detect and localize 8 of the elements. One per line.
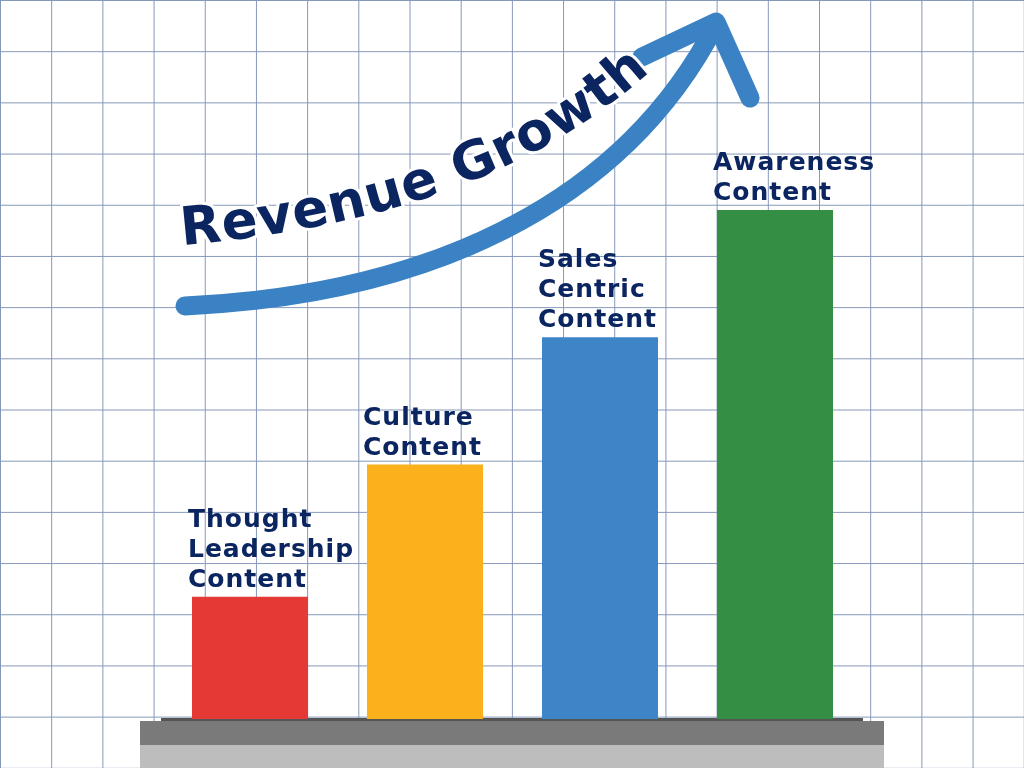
- x-tick-label: Thought Leadership Content: [187, 503, 355, 593]
- bar: [541, 337, 659, 719]
- x-tick-label: Sales Centric Content: [537, 244, 657, 334]
- bar: [366, 464, 484, 719]
- x-tick-label: Culture Content: [362, 401, 482, 461]
- x-tick-label: Awareness Content: [712, 147, 876, 206]
- bar: [716, 210, 834, 719]
- bar: [191, 596, 309, 719]
